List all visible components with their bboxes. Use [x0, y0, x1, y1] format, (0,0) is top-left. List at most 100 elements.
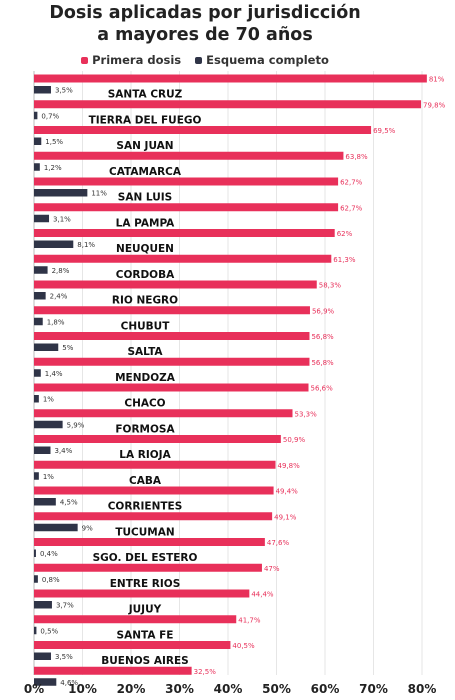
province-label: CHUBUT	[121, 320, 171, 332]
value-label-completo: 2,8%	[52, 267, 70, 275]
value-label-primera: 56,8%	[311, 359, 334, 367]
chart-title-line-1: Dosis aplicadas por jurisdicción	[49, 3, 361, 23]
value-label-primera: 44,4%	[251, 591, 274, 599]
value-label-primera: 49,1%	[274, 513, 297, 521]
value-label-completo: 1%	[43, 473, 54, 481]
chart-legend: Primera dosis Esquema completo	[0, 53, 410, 67]
bar-primera-dosis	[34, 460, 276, 469]
value-label-completo: 1,8%	[47, 318, 65, 326]
value-label-completo: 1%	[43, 396, 54, 404]
value-label-completo: 0,5%	[40, 627, 58, 635]
bar-primera-dosis	[34, 203, 339, 212]
bar-esquema-completo	[34, 446, 51, 454]
province-label: RIO NEGRO	[112, 295, 178, 307]
bar-esquema-completo	[34, 498, 56, 506]
value-label-completo: 1,5%	[45, 138, 63, 146]
bar-primera-dosis	[34, 486, 274, 495]
legend-label-primera: Primera dosis	[92, 53, 182, 67]
province-label: LA PAMPA	[116, 217, 176, 229]
value-label-completo: 5,9%	[67, 421, 85, 429]
value-label-primera: 69,5%	[373, 127, 396, 135]
province-label: SAN JUAN	[116, 140, 173, 152]
value-label-completo: 3,4%	[54, 447, 72, 455]
legend-label-completo: Esquema completo	[206, 53, 329, 67]
value-label-primera: 53,3%	[295, 410, 318, 418]
bar-esquema-completo	[34, 240, 74, 248]
province-label: SANTA FE	[117, 629, 174, 641]
value-label-primera: 56,6%	[311, 385, 334, 393]
legend-item-completo: Esquema completo	[195, 53, 329, 67]
bar-esquema-completo	[34, 214, 50, 223]
bar-esquema-completo	[34, 549, 36, 557]
value-label-completo: 0,7%	[41, 112, 59, 120]
bar-esquema-completo	[34, 420, 63, 429]
province-label: TIERRA DEL FUEGO	[89, 114, 202, 126]
value-label-primera: 79,8%	[423, 101, 446, 109]
province-label: MENDOZA	[115, 372, 176, 384]
value-label-primera: 40,5%	[232, 642, 255, 650]
province-label: NEUQUEN	[116, 243, 174, 255]
bar-primera-dosis	[34, 435, 281, 443]
value-label-completo: 3,7%	[56, 602, 74, 610]
chart-title-line-2: a mayores de 70 años	[97, 25, 313, 45]
value-label-completo: 3,5%	[55, 87, 73, 95]
bar-primera-dosis	[34, 280, 317, 289]
bar-esquema-completo	[34, 86, 51, 94]
bar-primera-dosis	[34, 383, 309, 392]
value-label-primera: 56,9%	[312, 307, 335, 315]
bar-primera-dosis	[34, 563, 262, 572]
bar-primera-dosis	[34, 126, 372, 134]
value-label-primera: 49,8%	[278, 462, 301, 470]
province-label: CHACO	[124, 398, 165, 410]
value-label-completo: 5%	[62, 344, 73, 352]
bar-primera-dosis	[34, 151, 344, 160]
bar-esquema-completo	[34, 189, 88, 197]
x-tick-label: 70%	[359, 682, 388, 696]
province-label: CABA	[129, 475, 162, 487]
bar-primera-dosis	[34, 409, 293, 418]
value-label-completo: 8,1%	[77, 241, 95, 249]
bar-esquema-completo	[34, 163, 40, 171]
value-label-primera: 41,7%	[238, 616, 261, 624]
x-tick-label: 10%	[68, 682, 97, 696]
bar-esquema-completo	[34, 292, 46, 300]
value-label-completo: 0,4%	[40, 550, 58, 558]
value-label-completo: 1,2%	[44, 164, 62, 172]
value-label-completo: 3,1%	[53, 215, 71, 223]
legend-swatch-primera	[81, 57, 89, 64]
bar-esquema-completo	[34, 523, 78, 532]
value-label-completo: 0,8%	[42, 576, 60, 584]
value-label-completo: 11%	[91, 190, 107, 198]
x-tick-label: 50%	[262, 682, 291, 696]
province-label: JUJUY	[128, 604, 162, 616]
value-label-completo: 1,4%	[45, 370, 63, 378]
value-label-primera: 50,9%	[283, 436, 306, 444]
province-label: TUCUMAN	[115, 526, 174, 538]
x-tick-label: 0%	[24, 682, 44, 696]
bar-primera-dosis	[34, 306, 310, 315]
bar-esquema-completo	[34, 343, 59, 351]
province-label: BUENOS AIRES	[101, 655, 189, 667]
province-label: CATAMARCA	[109, 166, 182, 178]
x-tick-label: 20%	[117, 682, 146, 696]
bar-esquema-completo	[34, 317, 43, 326]
value-label-completo: 9%	[82, 524, 93, 532]
bar-primera-dosis	[34, 177, 339, 186]
bar-primera-dosis	[34, 332, 310, 340]
bar-esquema-completo	[34, 369, 41, 377]
value-label-primera: 58,3%	[319, 282, 342, 290]
value-label-primera: 81%	[429, 76, 445, 84]
chart-title: Dosis aplicadas por jurisdicción a mayor…	[0, 2, 410, 46]
value-label-primera: 62,7%	[340, 204, 363, 212]
value-label-primera: 56,8%	[311, 333, 334, 341]
x-tick-label: 60%	[311, 682, 340, 696]
value-label-primera: 47,6%	[267, 539, 290, 547]
bar-primera-dosis	[34, 357, 310, 366]
bar-primera-dosis	[34, 641, 231, 649]
bar-primera-dosis	[34, 512, 273, 521]
bar-esquema-completo	[34, 472, 39, 480]
province-label: FORMOSA	[115, 423, 175, 435]
value-label-primera: 32,5%	[194, 668, 217, 676]
bar-primera-dosis	[34, 666, 192, 675]
